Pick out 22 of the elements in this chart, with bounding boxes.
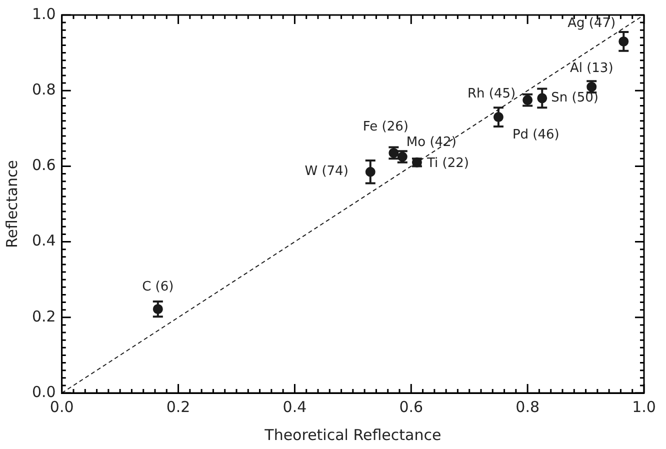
annotation: C (6) (142, 279, 174, 294)
x-tick-label: 1.0 (632, 398, 656, 416)
annotation: Ti (22) (426, 156, 469, 171)
annotation: Rh (45) (467, 86, 516, 102)
x-tick-label: 0.2 (166, 398, 190, 416)
annotation: W (74) (304, 164, 348, 180)
annotation: Ag (47) (568, 16, 616, 31)
x-tick-label: 0.8 (516, 398, 540, 416)
annotation: Pd (46) (512, 127, 560, 142)
annotation: Mo (42) (406, 135, 456, 150)
y-tick-label: 0.6 (32, 156, 56, 174)
x-tick-label: 0.4 (282, 398, 307, 416)
annotation: Sn (50) (551, 90, 598, 106)
y-tick-label: 0.2 (32, 307, 56, 326)
y-tick-label: 0.4 (32, 232, 56, 250)
annotation: Al (13) (570, 61, 614, 76)
x-axis-title: Theoretical Reflectance (264, 426, 442, 444)
y-tick-label: 0.8 (32, 80, 56, 98)
y-tick-label: 1.0 (32, 4, 56, 23)
y-axis-title: Reflectance (2, 160, 21, 248)
annotation: Fe (26) (362, 119, 408, 134)
x-tick-label: 0.6 (399, 398, 424, 416)
